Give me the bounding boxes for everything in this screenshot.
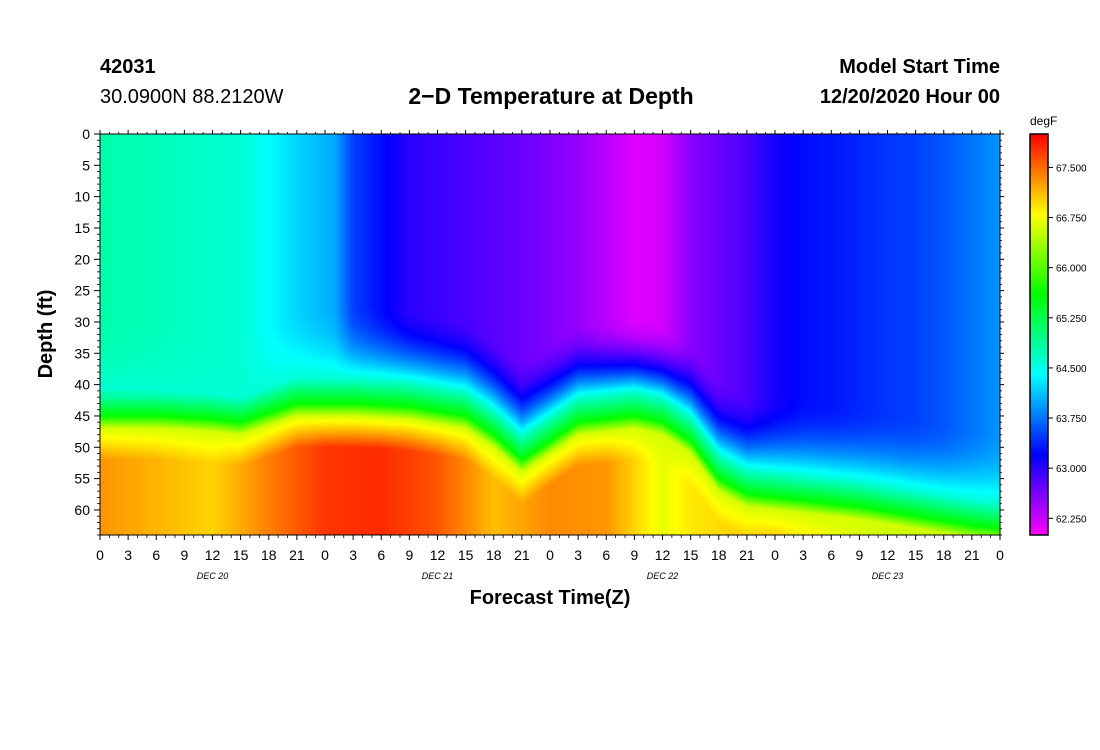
colorbar-frame bbox=[1029, 133, 1049, 536]
colorbar-tick-label: 63.750 bbox=[1056, 414, 1087, 425]
y-axis-label: Depth (ft) bbox=[35, 290, 57, 379]
y-axis: 0 5 10 15 20 25 30 35 40 45 50 55 60 bbox=[74, 126, 1004, 536]
x-tick-label: 0 bbox=[996, 547, 1004, 563]
colorbar-unit: degF bbox=[1030, 114, 1057, 128]
temperature-heatmap bbox=[100, 134, 1000, 535]
x-tick-label: 12 bbox=[430, 547, 446, 563]
x-axis-label: Forecast Time(Z) bbox=[470, 587, 631, 609]
station-id: 42031 bbox=[100, 56, 156, 78]
x-tick-label: 0 bbox=[321, 547, 329, 563]
x-tick-label: 18 bbox=[261, 547, 277, 563]
x-tick-label: 15 bbox=[908, 547, 924, 563]
x-tick-label: 12 bbox=[205, 547, 221, 563]
y-tick-label: 20 bbox=[74, 251, 90, 267]
y-tick-label: 10 bbox=[74, 189, 90, 205]
x-tick-label: 18 bbox=[486, 547, 502, 563]
x-tick-label: 3 bbox=[124, 547, 132, 563]
x-tick-label: 0 bbox=[771, 547, 779, 563]
date-label: DEC 23 bbox=[872, 571, 904, 581]
model-start-value: 12/20/2020 Hour 00 bbox=[819, 86, 1000, 108]
x-tick-label: 9 bbox=[180, 547, 188, 563]
y-tick-label: 60 bbox=[74, 502, 90, 518]
model-start-label: Model Start Time bbox=[839, 56, 1000, 78]
colorbar-tick-label: 67.500 bbox=[1056, 163, 1087, 174]
chart-title: 2−D Temperature at Depth bbox=[408, 83, 694, 109]
y-tick-label: 5 bbox=[82, 157, 90, 173]
x-tick-label: 6 bbox=[827, 547, 835, 563]
x-tick-label: 18 bbox=[711, 547, 727, 563]
x-tick-label: 0 bbox=[546, 547, 554, 563]
colorbar-ticks: 67.500 66.750 66.000 65.250 64.500 63.750 63.0… bbox=[1048, 163, 1087, 525]
x-tick-label: 0 bbox=[96, 547, 104, 563]
x-tick-label: 6 bbox=[377, 547, 385, 563]
date-label: DEC 22 bbox=[647, 571, 679, 581]
y-tick-label: 15 bbox=[74, 220, 90, 236]
x-tick-label: 18 bbox=[936, 547, 952, 563]
x-tick-label: 9 bbox=[855, 547, 863, 563]
colorbar-gradient bbox=[1030, 134, 1048, 535]
y-tick-label: 35 bbox=[74, 345, 90, 361]
x-tick-label: 15 bbox=[233, 547, 249, 563]
x-axis: 0 3 6 9 12 15 18 21 0 3 6 9 12 15 18 21 0 3 6 9 12 15 18 21 0 3 6 9… bbox=[96, 130, 1004, 563]
colorbar-tick-label: 64.500 bbox=[1056, 364, 1087, 375]
y-tick-label: 25 bbox=[74, 283, 90, 299]
x-tick-label: 3 bbox=[574, 547, 582, 563]
x-tick-label: 6 bbox=[602, 547, 610, 563]
colorbar-tick-label: 62.250 bbox=[1056, 514, 1087, 525]
x-tick-label: 21 bbox=[964, 547, 980, 563]
x-tick-label: 21 bbox=[739, 547, 755, 563]
x-tick-label: 9 bbox=[630, 547, 638, 563]
x-tick-label: 6 bbox=[152, 547, 160, 563]
date-label: DEC 21 bbox=[422, 571, 454, 581]
date-label: DEC 20 bbox=[197, 571, 229, 581]
x-tick-label: 3 bbox=[349, 547, 357, 563]
y-tick-label: 40 bbox=[74, 377, 90, 393]
x-tick-label: 9 bbox=[405, 547, 413, 563]
colorbar-tick-label: 66.000 bbox=[1056, 264, 1087, 275]
x-tick-label: 12 bbox=[655, 547, 671, 563]
colorbar-tick-label: 65.250 bbox=[1056, 314, 1087, 325]
date-labels: DEC 20 DEC 21 DEC 22 DEC 23 bbox=[197, 571, 904, 581]
x-tick-label: 3 bbox=[799, 547, 807, 563]
x-tick-label: 12 bbox=[880, 547, 896, 563]
colorbar-tick-label: 63.000 bbox=[1056, 464, 1087, 475]
x-tick-label: 21 bbox=[514, 547, 530, 563]
y-tick-label: 55 bbox=[74, 471, 90, 487]
x-tick-label: 21 bbox=[289, 547, 305, 563]
y-tick-label: 0 bbox=[82, 126, 90, 142]
colorbar-tick-label: 66.750 bbox=[1056, 214, 1087, 225]
y-tick-label: 30 bbox=[74, 314, 90, 330]
station-coordinates: 30.0900N 88.2120W bbox=[100, 86, 284, 108]
y-tick-label: 45 bbox=[74, 408, 90, 424]
y-tick-label: 50 bbox=[74, 439, 90, 455]
x-tick-label: 15 bbox=[458, 547, 474, 563]
x-tick-label: 15 bbox=[683, 547, 699, 563]
